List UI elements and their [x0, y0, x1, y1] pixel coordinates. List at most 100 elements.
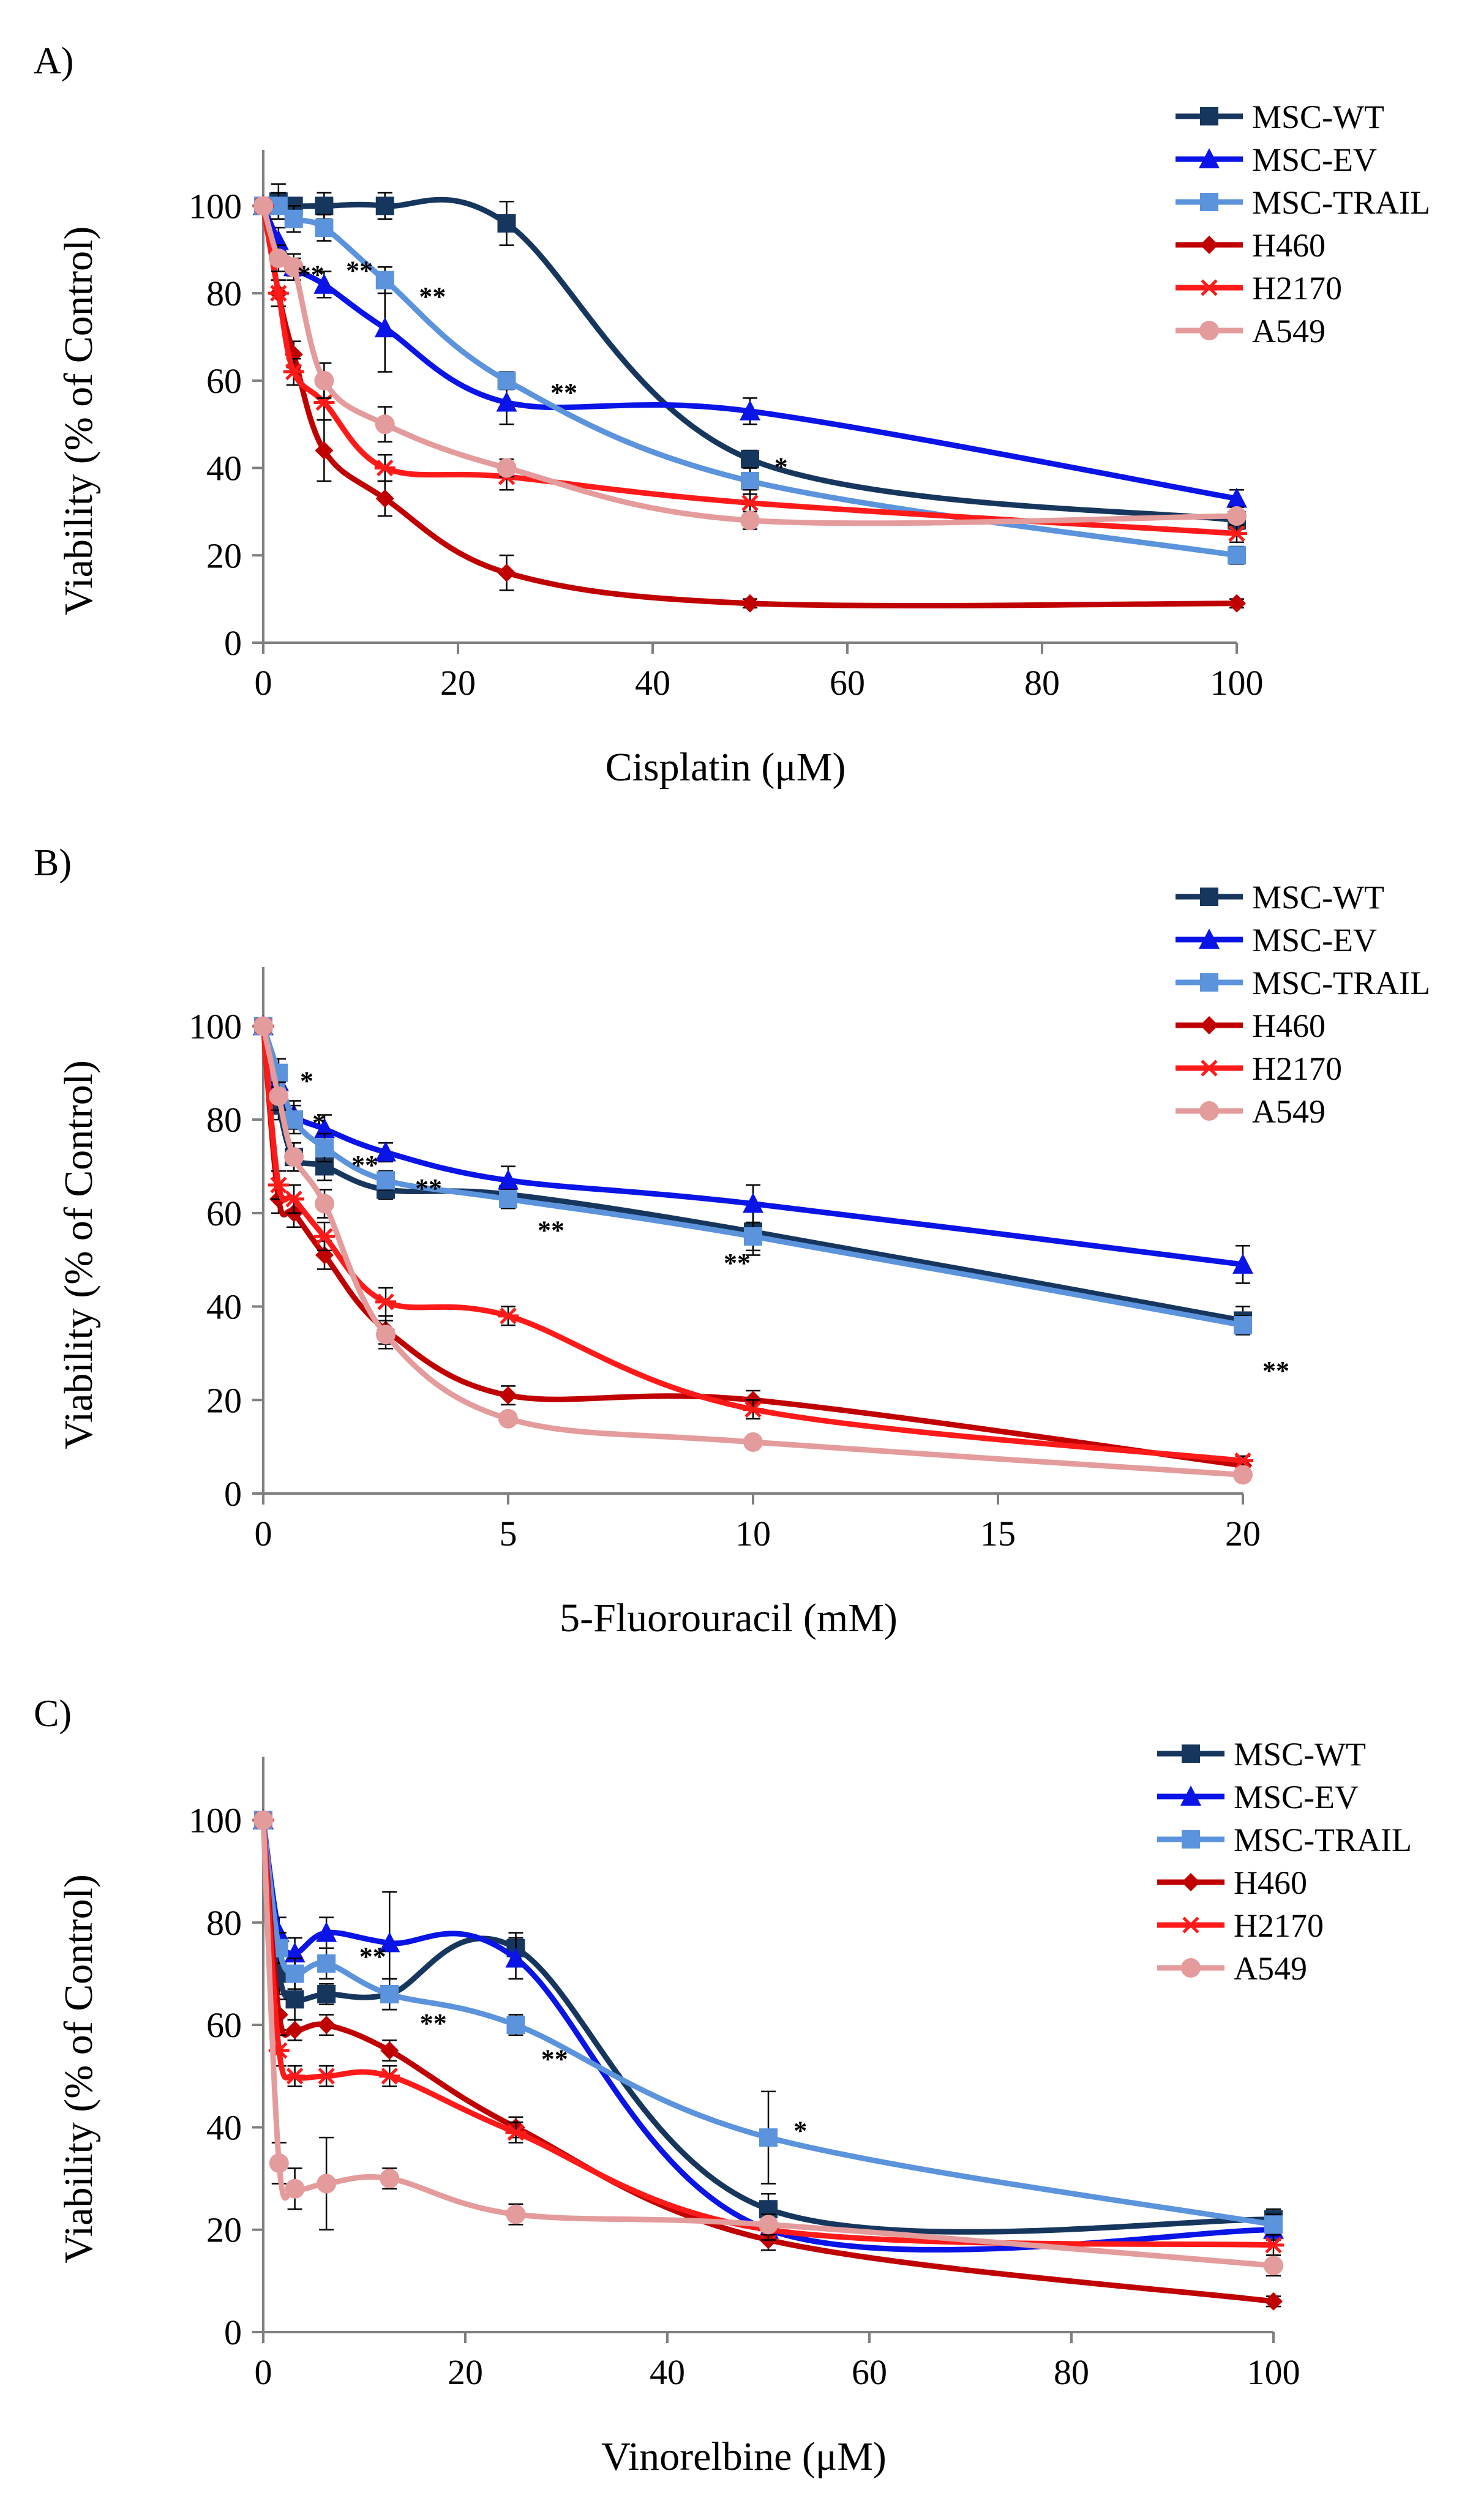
data-point	[285, 1964, 304, 1983]
y-tick-label: 0	[224, 2312, 242, 2352]
significance-annotation: **	[724, 1248, 751, 1278]
legend-item: MSC-EV	[1176, 922, 1377, 959]
data-point	[315, 219, 334, 237]
x-tick-label: 40	[635, 663, 670, 703]
asterisk-stroke	[316, 1228, 333, 1245]
data-point	[375, 1293, 396, 1310]
data-point	[497, 563, 516, 582]
y-tick-label: 60	[206, 361, 242, 401]
data-point	[1234, 1316, 1252, 1335]
legend-marker	[1199, 321, 1219, 340]
data-point	[1227, 506, 1247, 526]
data-point	[375, 1141, 396, 1162]
legend-marker	[1200, 107, 1218, 125]
data-point	[497, 371, 516, 390]
y-tick-label: 20	[206, 536, 242, 575]
data-point	[506, 2016, 525, 2035]
y-tick-label: 100	[189, 1801, 242, 1841]
x-tick-label: 0	[255, 663, 272, 703]
legend-marker	[1180, 1916, 1201, 1934]
legend-label: MSC-WT	[1234, 1736, 1366, 1773]
y-tick-label: 80	[206, 1903, 242, 1943]
legend-item: A549	[1176, 1093, 1326, 1130]
data-point	[498, 1169, 519, 1190]
data-point	[498, 1307, 519, 1325]
legend-marker	[1180, 1785, 1201, 1806]
asterisk-stroke	[1201, 1060, 1218, 1077]
series-line	[260, 1023, 1246, 1328]
y-tick-label: 40	[206, 1287, 242, 1327]
data-point	[506, 2204, 526, 2224]
series-line	[260, 1817, 1277, 2235]
legend-marker	[1199, 148, 1220, 168]
x-tick-label: 100	[1247, 2352, 1300, 2392]
data-point	[285, 2021, 304, 2040]
legend-item: MSC-TRAIL	[1157, 1822, 1412, 1858]
y-tick-label: 0	[224, 1474, 242, 1514]
asterisk-stroke	[507, 2124, 525, 2141]
data-point	[496, 391, 517, 412]
data-point	[1226, 525, 1247, 542]
significance-annotation: *	[300, 1066, 313, 1096]
chart-panel-2: B) 0 20 40 60 80 100 0 5 10 15 20 5-Fluorouracil (mM…	[34, 842, 1430, 1640]
legend-label: MSC-TRAIL	[1234, 1822, 1412, 1858]
data-point	[377, 1171, 395, 1190]
significance-annotation: **	[351, 1150, 378, 1180]
x-tick-label: 10	[735, 1514, 771, 1554]
data-point	[741, 471, 759, 490]
asterisk-stroke	[500, 1307, 517, 1325]
data-point	[268, 285, 289, 302]
asterisk-stroke	[270, 285, 287, 302]
significance-annotation: *	[312, 1108, 326, 1138]
series-line	[260, 1023, 1246, 1464]
x-tick-label: 40	[650, 2352, 685, 2392]
legend-marker	[1199, 1060, 1220, 1077]
x-tick-label: 60	[852, 2352, 887, 2392]
legend-item: A549	[1176, 313, 1326, 350]
significance-annotation: **	[541, 2044, 568, 2074]
legend-label: MSC-EV	[1252, 922, 1377, 959]
data-point	[375, 489, 394, 508]
data-point	[1264, 2256, 1283, 2276]
data-point	[1226, 487, 1247, 508]
series-a549	[253, 1016, 1253, 1485]
legend-marker	[1182, 1873, 1200, 1891]
series-a549	[253, 196, 1247, 531]
significance-annotation: **	[359, 1942, 386, 1972]
data-point	[268, 249, 288, 268]
legend-marker	[1199, 279, 1220, 296]
legend-label: MSC-WT	[1252, 99, 1384, 135]
data-point	[499, 1386, 517, 1405]
x-tick-label: 100	[1210, 663, 1264, 703]
asterisk-stroke	[741, 494, 759, 512]
data-point	[269, 1086, 288, 1106]
legend-label: H2170	[1234, 1907, 1324, 1944]
y-axis-title: Viability (% of Control)	[56, 1874, 101, 2264]
y-axis-title: Viability (% of Control)	[56, 1060, 101, 1449]
x-tick-label: 80	[1054, 2352, 1089, 2392]
x-axis-title: Cisplatin (μM)	[606, 745, 846, 790]
data-point	[743, 1400, 763, 1418]
asterisk-stroke	[377, 1293, 394, 1310]
legend-item: MSC-TRAIL	[1176, 184, 1430, 221]
legend-label: H460	[1234, 1864, 1307, 1901]
asterisk-stroke	[1265, 2237, 1282, 2254]
series-line	[260, 1023, 1246, 1323]
legend-label: MSC-EV	[1252, 141, 1377, 178]
asterisk-stroke	[381, 2068, 398, 2085]
asterisk-stroke	[318, 2068, 335, 2085]
data-point	[741, 450, 759, 469]
data-point	[505, 2124, 527, 2141]
legend-label: H2170	[1252, 1050, 1342, 1087]
data-point	[283, 257, 304, 277]
legend-label: H460	[1252, 227, 1326, 264]
data-point	[380, 2169, 400, 2189]
data-point	[316, 1921, 337, 1942]
data-point	[317, 1954, 336, 1973]
data-point	[740, 400, 760, 421]
data-point	[1228, 594, 1246, 613]
asterisk-stroke	[1234, 1452, 1251, 1470]
y-tick-label: 100	[189, 186, 242, 226]
series-msc-trail	[254, 1017, 1252, 1336]
data-point	[505, 1947, 527, 1968]
